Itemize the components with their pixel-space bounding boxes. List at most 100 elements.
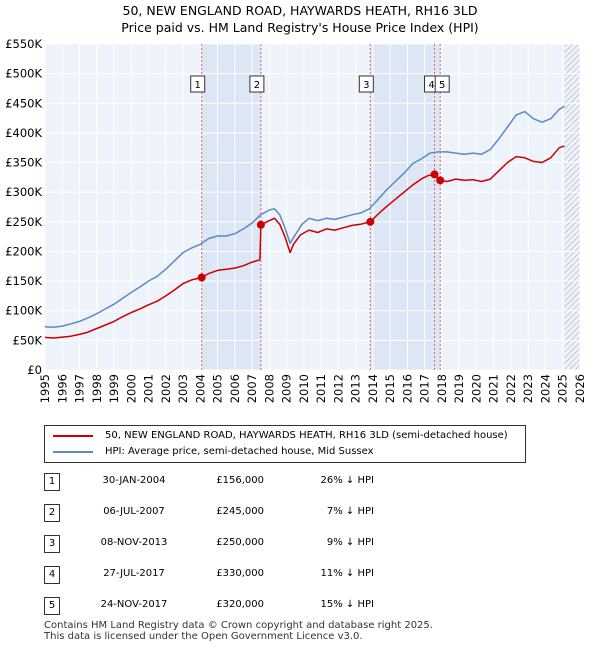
transaction-date: 30-JAN-2004 — [102, 475, 166, 486]
y-tick-label: £250K — [5, 215, 42, 229]
transaction-label-box: 3 — [358, 75, 374, 93]
x-tick-label: 2018 — [435, 374, 449, 403]
future-hatch-area — [564, 44, 580, 370]
transaction-number: 3 — [44, 535, 60, 553]
x-tick-label: 1998 — [90, 374, 104, 403]
y-tick-label: £350K — [5, 156, 42, 170]
x-tick-label: 2003 — [176, 374, 190, 403]
table-row: 1 30-JAN-2004 £156,000 26% ↓ HPI — [44, 473, 444, 491]
y-tick-label: £100K — [5, 304, 42, 318]
x-tick-label: 2005 — [211, 374, 225, 403]
x-tick-label: 2006 — [228, 374, 242, 403]
transaction-number: 1 — [44, 473, 60, 491]
transaction-marker — [256, 220, 265, 229]
table-row: 4 27-JUL-2017 £330,000 11% ↓ HPI — [44, 566, 444, 584]
transaction-hpi-diff: 26% ↓ HPI — [320, 475, 374, 486]
x-tick-label: 2026 — [573, 374, 587, 403]
transaction-marker — [366, 217, 375, 226]
transaction-box-frame — [190, 75, 206, 93]
x-tick-label: 2017 — [418, 374, 432, 403]
transaction-price: £245,000 — [216, 506, 264, 517]
x-tick-label: 2025 — [556, 374, 570, 403]
transaction-date: 06-JUL-2007 — [103, 506, 165, 517]
x-tick-label: 2019 — [452, 374, 466, 403]
transaction-box-frame — [249, 75, 265, 93]
x-tick-label: 2021 — [487, 374, 501, 403]
transaction-hpi-diff: 9% ↓ HPI — [326, 537, 374, 548]
transaction-label-box: 2 — [249, 75, 265, 93]
footer-line-2: This data is licensed under the Open Gov… — [44, 631, 363, 642]
transaction-date: 08-NOV-2013 — [100, 537, 168, 548]
x-tick-label: 2020 — [469, 374, 483, 403]
y-tick-label: £50K — [13, 333, 43, 347]
x-tick-label: 2009 — [280, 374, 294, 403]
transaction-price: £320,000 — [216, 599, 264, 610]
price-chart: £0 £50K £100K £150K £200K £250K £300K £350K £400… — [5, 37, 587, 403]
x-tick-label: 2024 — [538, 374, 552, 403]
y-tick-label: £550K — [5, 37, 42, 51]
transaction-number: 4 — [44, 566, 60, 584]
table-row: 5 24-NOV-2017 £320,000 15% ↓ HPI — [44, 597, 444, 615]
x-tick-label: 2010 — [297, 374, 311, 403]
plot-area — [45, 44, 580, 370]
y-tick-label: £300K — [5, 185, 42, 199]
legend-hpi-label: HPI: Average price, semi-detached house,… — [105, 446, 374, 457]
transaction-box-frame — [434, 75, 450, 93]
x-tick-label: 2013 — [349, 374, 363, 403]
x-tick-label: 2004 — [193, 374, 207, 403]
footer-line-1: Contains HM Land Registry data © Crown c… — [44, 620, 433, 631]
x-tick-label: 2002 — [159, 374, 173, 403]
shaded-period — [370, 44, 441, 370]
x-tick-label: 2016 — [400, 374, 414, 403]
transaction-marker — [430, 170, 439, 179]
x-tick-label: 2011 — [314, 374, 328, 403]
title-line-2: Price paid vs. HM Land Registry's House … — [121, 20, 479, 35]
x-tick-label: 2007 — [245, 374, 259, 403]
chart-title: 50, NEW ENGLAND ROAD, HAYWARDS HEATH, RH… — [0, 2, 600, 36]
transaction-box-frame — [358, 75, 374, 93]
transaction-hpi-diff: 7% ↓ HPI — [326, 506, 374, 517]
legend-blue-line — [53, 451, 93, 453]
hpi-line — [44, 105, 565, 329]
table-row: 2 06-JUL-2007 £245,000 7% ↓ HPI — [44, 504, 444, 522]
transaction-date: 24-NOV-2017 — [100, 599, 168, 610]
transaction-hpi-diff: 15% ↓ HPI — [320, 599, 374, 610]
transaction-box-number: 4 — [428, 80, 434, 91]
x-tick-label: 1996 — [55, 374, 69, 403]
legend-red-line — [53, 435, 93, 437]
transaction-label-box: 1 — [190, 75, 206, 93]
x-tick-label: 2023 — [521, 374, 535, 403]
transaction-number: 5 — [44, 597, 60, 615]
property-price-line — [44, 145, 565, 339]
y-tick-label: £450K — [5, 96, 42, 110]
x-tick-label: 1995 — [38, 374, 52, 403]
title-line-1: 50, NEW ENGLAND ROAD, HAYWARDS HEATH, RH… — [122, 3, 478, 18]
transaction-hpi-diff: 11% ↓ HPI — [320, 568, 374, 579]
y-tick-label: £0 — [27, 363, 42, 377]
x-tick-label: 1997 — [73, 374, 87, 403]
y-tick-label: £500K — [5, 67, 42, 81]
x-tick-label: 2022 — [504, 374, 518, 403]
transaction-marker — [197, 273, 206, 282]
table-row: 3 08-NOV-2013 £250,000 9% ↓ HPI — [44, 535, 444, 553]
transaction-date: 27-JUL-2017 — [103, 568, 165, 579]
y-tick-label: £200K — [5, 244, 42, 258]
chart-legend: 50, NEW ENGLAND ROAD, HAYWARDS HEATH, RH… — [44, 425, 526, 463]
transaction-box-number: 5 — [439, 80, 445, 91]
y-tick-label: £400K — [5, 126, 42, 140]
transaction-price: £250,000 — [216, 537, 264, 548]
transaction-price: £156,000 — [216, 475, 264, 486]
transaction-box-number: 3 — [363, 80, 369, 91]
transaction-marker — [436, 176, 445, 185]
transaction-label-box: 5 — [434, 75, 450, 93]
x-tick-label: 1999 — [107, 374, 121, 403]
x-tick-label: 2001 — [142, 374, 156, 403]
x-tick-label: 2000 — [124, 374, 138, 403]
shaded-period — [201, 44, 261, 370]
legend-property-label: 50, NEW ENGLAND ROAD, HAYWARDS HEATH, RH… — [105, 430, 508, 441]
transaction-box-number: 1 — [195, 80, 201, 91]
x-tick-label: 2012 — [331, 374, 345, 403]
x-tick-label: 2014 — [366, 374, 380, 403]
footer-attribution: Contains HM Land Registry data © Crown c… — [44, 620, 433, 642]
transaction-box-number: 2 — [254, 80, 260, 91]
